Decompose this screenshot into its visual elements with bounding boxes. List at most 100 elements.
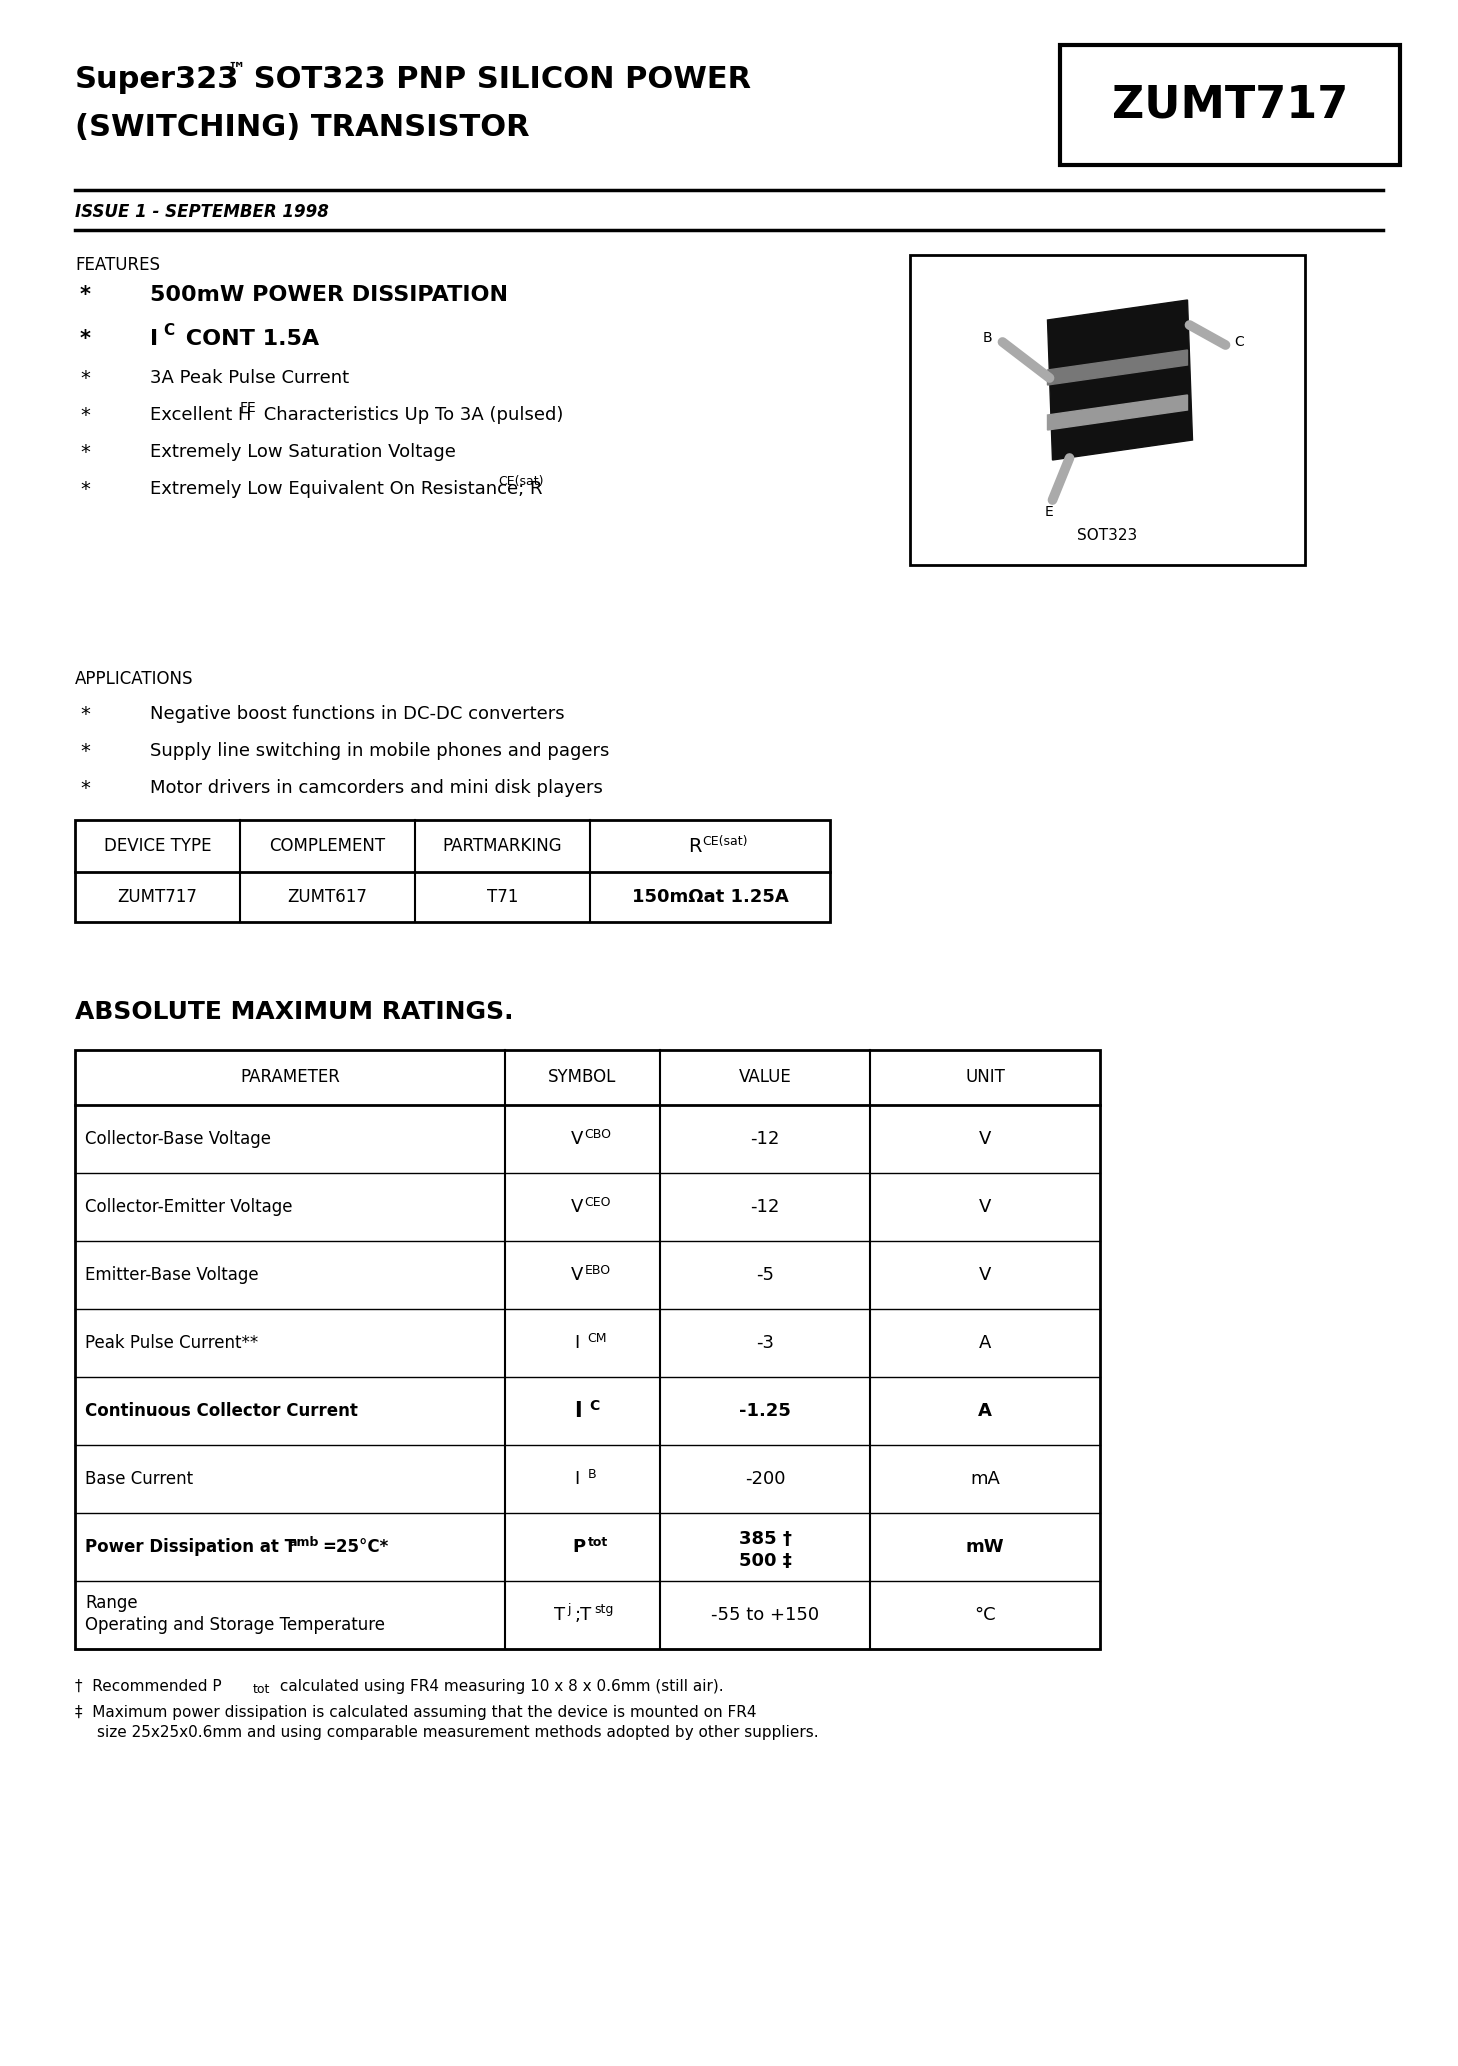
Text: j: j xyxy=(567,1603,572,1616)
Text: -5: -5 xyxy=(757,1266,774,1283)
Text: A: A xyxy=(978,1335,991,1351)
Text: Motor drivers in camcorders and mini disk players: Motor drivers in camcorders and mini dis… xyxy=(150,779,602,797)
Text: CEO: CEO xyxy=(585,1196,611,1209)
Text: B: B xyxy=(588,1467,596,1481)
Text: E: E xyxy=(1045,504,1054,519)
Text: Extremely Low Saturation Voltage: Extremely Low Saturation Voltage xyxy=(150,442,456,461)
Text: *: * xyxy=(80,285,90,306)
Text: DEVICE TYPE: DEVICE TYPE xyxy=(104,837,211,855)
Bar xyxy=(1060,45,1400,165)
Text: -200: -200 xyxy=(745,1471,786,1488)
Text: R: R xyxy=(688,837,701,855)
Text: V: V xyxy=(570,1198,583,1217)
Text: I: I xyxy=(574,1401,582,1421)
Text: Supply line switching in mobile phones and pagers: Supply line switching in mobile phones a… xyxy=(150,742,609,760)
Text: Power Dissipation at T: Power Dissipation at T xyxy=(85,1537,296,1556)
Text: -1.25: -1.25 xyxy=(739,1403,790,1419)
Text: ;T: ;T xyxy=(574,1605,592,1624)
Text: V: V xyxy=(978,1266,991,1283)
Text: Super323: Super323 xyxy=(74,64,239,93)
Text: amb: amb xyxy=(289,1535,319,1550)
Text: CE(sat): CE(sat) xyxy=(499,475,544,488)
Text: I: I xyxy=(574,1335,580,1351)
Text: CM: CM xyxy=(588,1331,607,1345)
Text: *: * xyxy=(80,742,90,760)
Text: P: P xyxy=(573,1537,586,1556)
Text: ZUMT717: ZUMT717 xyxy=(118,888,197,907)
Text: V: V xyxy=(978,1198,991,1217)
Text: mA: mA xyxy=(970,1471,1000,1488)
Text: FE: FE xyxy=(241,401,257,415)
Text: stg: stg xyxy=(595,1603,614,1616)
Text: tot: tot xyxy=(588,1535,608,1550)
Text: ZUMT717: ZUMT717 xyxy=(1112,83,1349,126)
Text: SOT323: SOT323 xyxy=(1077,529,1137,543)
Text: CONT 1.5A: CONT 1.5A xyxy=(178,328,319,349)
Text: C: C xyxy=(589,1399,599,1413)
Text: T71: T71 xyxy=(487,888,518,907)
Text: =25°C*: =25°C* xyxy=(322,1537,388,1556)
Text: ABSOLUTE MAXIMUM RATINGS.: ABSOLUTE MAXIMUM RATINGS. xyxy=(74,1000,513,1025)
Text: calculated using FR4 measuring 10 x 8 x 0.6mm (still air).: calculated using FR4 measuring 10 x 8 x … xyxy=(276,1680,723,1694)
Text: CE(sat): CE(sat) xyxy=(701,835,748,847)
Text: 3A Peak Pulse Current: 3A Peak Pulse Current xyxy=(150,370,348,386)
Text: †  Recommended P: † Recommended P xyxy=(74,1680,222,1694)
Text: -12: -12 xyxy=(751,1130,780,1149)
Text: -3: -3 xyxy=(757,1335,774,1351)
Polygon shape xyxy=(1047,349,1187,384)
Text: Base Current: Base Current xyxy=(85,1471,192,1488)
Text: *: * xyxy=(80,370,90,388)
Text: mW: mW xyxy=(965,1537,1005,1556)
Text: 500mW POWER DISSIPATION: 500mW POWER DISSIPATION xyxy=(150,285,507,306)
Text: C: C xyxy=(1235,335,1244,349)
Text: C: C xyxy=(163,322,174,339)
Text: Excellent H: Excellent H xyxy=(150,407,251,424)
Text: COMPLEMENT: COMPLEMENT xyxy=(270,837,385,855)
Text: ZUMT617: ZUMT617 xyxy=(287,888,367,907)
Text: ™: ™ xyxy=(227,62,245,79)
Text: Emitter-Base Voltage: Emitter-Base Voltage xyxy=(85,1266,258,1283)
Text: Negative boost functions in DC-DC converters: Negative boost functions in DC-DC conver… xyxy=(150,705,564,723)
Text: -55 to +150: -55 to +150 xyxy=(712,1605,819,1624)
Text: V: V xyxy=(570,1266,583,1283)
Text: ‡  Maximum power dissipation is calculated assuming that the device is mounted o: ‡ Maximum power dissipation is calculate… xyxy=(74,1704,757,1721)
Text: CBO: CBO xyxy=(585,1128,611,1140)
Text: *: * xyxy=(80,779,90,797)
Text: SOT323 PNP SILICON POWER: SOT323 PNP SILICON POWER xyxy=(243,64,751,93)
Text: 150mΩat 1.25A: 150mΩat 1.25A xyxy=(631,888,789,907)
Text: PARTMARKING: PARTMARKING xyxy=(443,837,563,855)
Text: *: * xyxy=(80,407,90,426)
Text: Range: Range xyxy=(85,1595,137,1611)
Text: size 25x25x0.6mm and using comparable measurement methods adopted by other suppl: size 25x25x0.6mm and using comparable me… xyxy=(98,1725,818,1740)
Text: Characteristics Up To 3A (pulsed): Characteristics Up To 3A (pulsed) xyxy=(258,407,563,424)
Text: Operating and Storage Temperature: Operating and Storage Temperature xyxy=(85,1616,385,1634)
Bar xyxy=(74,820,830,921)
Text: V: V xyxy=(570,1130,583,1149)
Text: B: B xyxy=(983,331,993,345)
Text: *: * xyxy=(80,479,90,500)
Text: EBO: EBO xyxy=(585,1264,611,1277)
Text: 385 †: 385 † xyxy=(739,1531,792,1547)
Text: 500 ‡: 500 ‡ xyxy=(739,1552,792,1570)
Text: VALUE: VALUE xyxy=(739,1068,792,1087)
Text: T: T xyxy=(554,1605,566,1624)
Text: *: * xyxy=(80,705,90,723)
Text: -12: -12 xyxy=(751,1198,780,1217)
Text: Extremely Low Equivalent On Resistance; R: Extremely Low Equivalent On Resistance; … xyxy=(150,479,542,498)
Text: °C: °C xyxy=(974,1605,996,1624)
Text: Collector-Base Voltage: Collector-Base Voltage xyxy=(85,1130,271,1149)
Text: PARAMETER: PARAMETER xyxy=(241,1068,340,1087)
Polygon shape xyxy=(1047,395,1187,430)
Text: (SWITCHING) TRANSISTOR: (SWITCHING) TRANSISTOR xyxy=(74,114,529,143)
Bar xyxy=(910,254,1305,564)
Text: *: * xyxy=(80,442,90,463)
Text: V: V xyxy=(978,1130,991,1149)
Text: I: I xyxy=(574,1471,580,1488)
Text: Peak Pulse Current**: Peak Pulse Current** xyxy=(85,1335,258,1351)
Bar xyxy=(74,1050,1099,1649)
Text: A: A xyxy=(978,1403,991,1419)
Text: ISSUE 1 - SEPTEMBER 1998: ISSUE 1 - SEPTEMBER 1998 xyxy=(74,202,330,221)
Text: SYMBOL: SYMBOL xyxy=(548,1068,617,1087)
Text: *: * xyxy=(80,328,90,349)
Text: Continuous Collector Current: Continuous Collector Current xyxy=(85,1403,357,1419)
